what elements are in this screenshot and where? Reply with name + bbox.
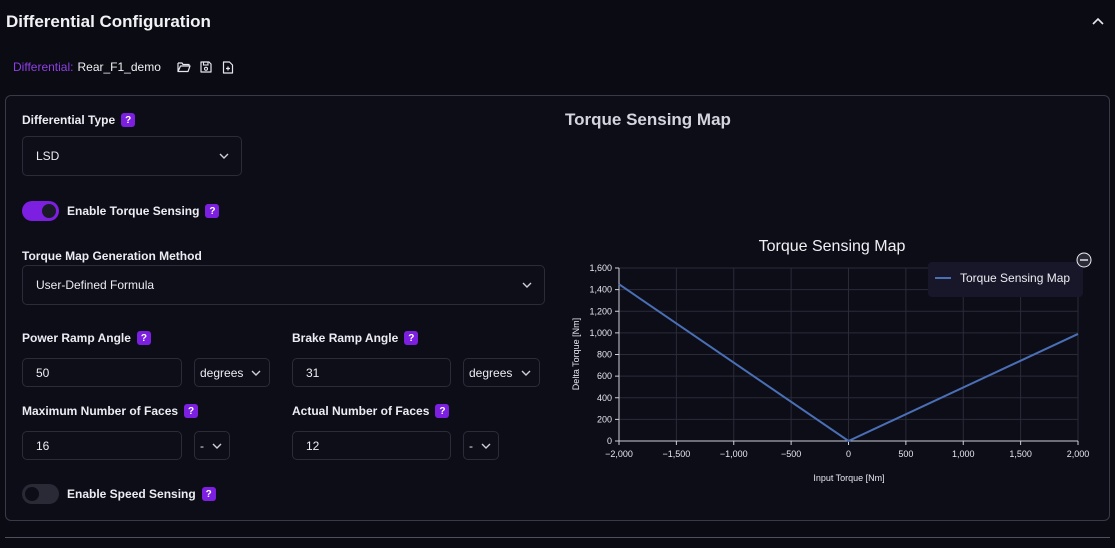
differential-type-text: Differential Type <box>22 113 116 127</box>
power-ramp-unit-select[interactable]: degrees <box>194 358 270 387</box>
actual-faces-text: Actual Number of Faces <box>292 404 430 418</box>
actual-faces-input[interactable]: 12 <box>292 431 451 460</box>
series-line <box>618 283 1079 443</box>
max-faces-input[interactable]: 16 <box>22 431 182 460</box>
chevron-down-icon <box>521 370 531 376</box>
chevron-down-icon <box>251 370 261 376</box>
power-ramp-unit: degrees <box>200 365 244 380</box>
differential-type-select[interactable]: LSD <box>22 136 242 176</box>
torque-sensing-toggle[interactable] <box>22 201 59 221</box>
chevron-down-icon <box>481 443 491 449</box>
help-icon[interactable]: ? <box>404 331 419 345</box>
help-icon[interactable]: ? <box>121 113 136 127</box>
x-tick-label: 0 <box>846 449 851 459</box>
max-faces-label: Maximum Number of Faces ? <box>22 404 199 418</box>
torque-sensing-label: Enable Torque Sensing ? <box>67 204 220 218</box>
actual-faces-label: Actual Number of Faces ? <box>292 404 450 418</box>
y-tick-label: 600 <box>597 371 612 381</box>
y-tick-label: 200 <box>597 414 612 424</box>
map-method-label: Torque Map Generation Method <box>22 249 202 263</box>
section-divider <box>5 537 1110 538</box>
max-faces-text: Maximum Number of Faces <box>22 404 179 418</box>
brake-ramp-label: Brake Ramp Angle ? <box>292 331 419 345</box>
y-tick-label: 800 <box>597 350 612 360</box>
chevron-down-icon <box>219 153 229 159</box>
max-faces-unit: - <box>200 438 204 453</box>
max-faces-unit-select[interactable]: - <box>194 431 230 460</box>
chevron-down-icon <box>212 443 222 449</box>
differential-type-value: LSD <box>36 149 60 163</box>
page-title: Differential Configuration <box>6 12 211 31</box>
brake-ramp-unit: degrees <box>469 365 513 380</box>
y-tick-label: 400 <box>597 393 612 403</box>
chart-x-axis-label: Input Torque [Nm] <box>813 473 884 483</box>
x-tick-label: −500 <box>781 449 801 459</box>
power-ramp-text: Power Ramp Angle <box>22 331 131 345</box>
new-file-icon[interactable] <box>221 60 235 74</box>
brake-ramp-value: 31 <box>306 365 320 380</box>
actual-faces-unit: - <box>469 438 473 453</box>
x-tick-label: −1,500 <box>662 449 690 459</box>
x-tick-label: −2,000 <box>605 449 633 459</box>
help-icon[interactable]: ? <box>136 331 151 345</box>
help-icon[interactable]: ? <box>205 204 220 218</box>
toggle-knob <box>25 487 39 501</box>
legend-label: Torque Sensing Map <box>960 271 1070 285</box>
speed-sensing-text: Enable Speed Sensing <box>67 487 196 501</box>
differential-type-label: Differential Type ? <box>22 113 136 127</box>
file-label: Differential: <box>13 60 74 74</box>
brake-ramp-unit-select[interactable]: degrees <box>463 358 540 387</box>
y-tick-label: 1,200 <box>589 306 612 316</box>
x-tick-label: 1,000 <box>952 449 975 459</box>
y-tick-label: 1,400 <box>589 285 612 295</box>
power-ramp-input[interactable]: 50 <box>22 358 182 387</box>
legend-box <box>928 262 1083 297</box>
save-icon[interactable] <box>199 60 213 74</box>
help-icon[interactable]: ? <box>184 404 199 418</box>
torque-sensing-text: Enable Torque Sensing <box>67 204 200 218</box>
speed-sensing-toggle[interactable] <box>22 484 59 504</box>
chart-legend[interactable]: Torque Sensing Map <box>928 262 1083 297</box>
chevron-up-icon <box>1092 17 1104 25</box>
map-method-select[interactable]: User-Defined Formula <box>22 265 545 305</box>
chart-title: Torque Sensing Map <box>759 238 906 255</box>
file-row: Differential: Rear_F1_demo <box>13 60 243 74</box>
collapse-button[interactable] <box>1089 12 1107 30</box>
y-tick-label: 1,000 <box>589 328 612 338</box>
map-method-text: Torque Map Generation Method <box>22 249 202 263</box>
x-tick-label: 1,500 <box>1009 449 1032 459</box>
torque-sensing-chart: −2,000 −1,500 −1,000 −500 0 500 1,000 1,500 2,00… <box>571 238 1092 483</box>
chart-section-heading: Torque Sensing Map <box>565 110 731 129</box>
max-faces-value: 16 <box>36 438 50 453</box>
brake-ramp-input[interactable]: 31 <box>292 358 451 387</box>
folder-open-icon[interactable] <box>177 60 191 74</box>
actual-faces-value: 12 <box>306 438 320 453</box>
help-icon[interactable]: ? <box>201 487 216 501</box>
brake-ramp-text: Brake Ramp Angle <box>292 331 399 345</box>
x-tick-label: 500 <box>898 449 913 459</box>
map-method-value: User-Defined Formula <box>36 278 155 292</box>
x-tick-label: 2,000 <box>1067 449 1090 459</box>
chart-y-axis-label: Delta Torque [Nm] <box>571 318 581 390</box>
y-tick-label: 1,600 <box>589 263 612 273</box>
actual-faces-unit-select[interactable]: - <box>463 431 499 460</box>
toggle-knob <box>42 204 56 218</box>
power-ramp-label: Power Ramp Angle ? <box>22 331 151 345</box>
file-name: Rear_F1_demo <box>77 60 161 74</box>
speed-sensing-label: Enable Speed Sensing ? <box>67 487 216 501</box>
help-icon[interactable]: ? <box>435 404 450 418</box>
legend-collapse-button[interactable] <box>1076 252 1092 268</box>
chart-ticks: −2,000 −1,500 −1,000 −500 0 500 1,000 1,500 2,00… <box>589 263 1089 459</box>
chart-series <box>618 283 1079 443</box>
y-tick-label: 0 <box>607 436 612 446</box>
x-tick-label: −1,000 <box>720 449 748 459</box>
chevron-down-icon <box>522 282 532 288</box>
power-ramp-value: 50 <box>36 365 50 380</box>
